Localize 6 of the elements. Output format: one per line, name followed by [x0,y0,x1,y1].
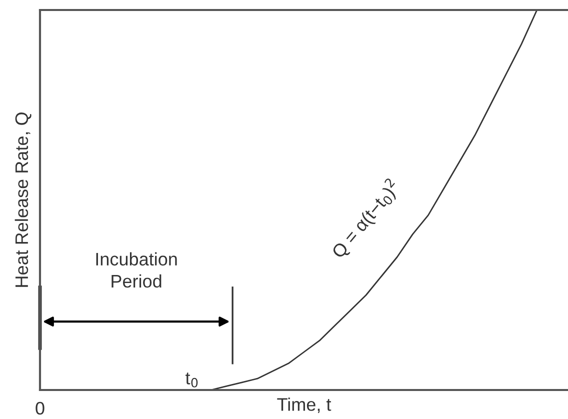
annotation: Incubation Period [96,252,177,288]
y-axis-title: Heat Release Rate, Q [14,112,32,287]
annotation: Q = α(t−t$_{0}$)$^{2}$ [328,177,404,262]
x-axis-title: Time, t [277,398,332,414]
text: 0 [36,402,44,415]
annotation: t$_{0}$ [186,372,198,388]
